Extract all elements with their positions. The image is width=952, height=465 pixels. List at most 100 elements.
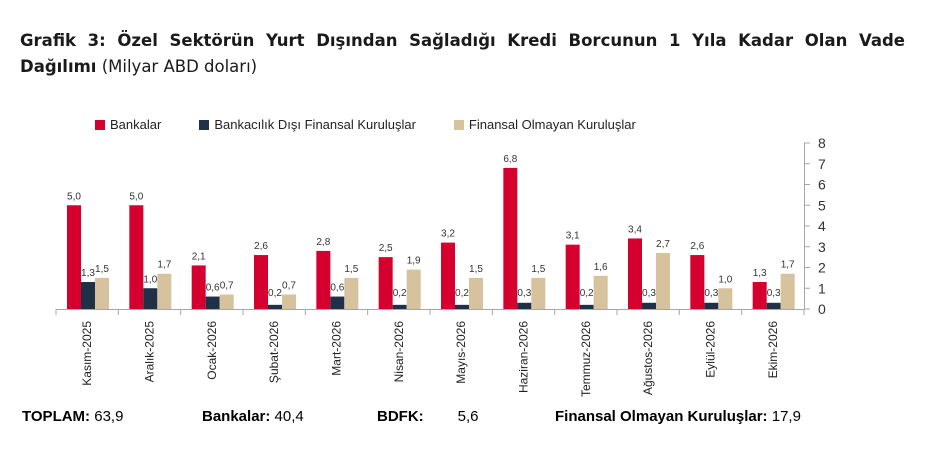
bar-value-label: 2,1 xyxy=(192,251,206,262)
bar-finansal-olmayan xyxy=(531,277,546,309)
legend-swatch xyxy=(453,119,464,130)
bar-value-label: 1,3 xyxy=(81,268,95,279)
bar-value-label: 1,5 xyxy=(95,264,109,275)
bar-finansal-olmayan xyxy=(219,294,234,309)
bar-value-label: 0,3 xyxy=(517,288,531,299)
x-axis-category-label: Mart-2026 xyxy=(330,321,344,376)
y-axis-tick-label: 3 xyxy=(818,239,826,255)
bar-value-label: 1,7 xyxy=(157,260,171,271)
x-axis-category-label: Mayıs-2026 xyxy=(454,321,468,384)
bar-value-label: 5,0 xyxy=(67,191,81,202)
bar-finansal-olmayan xyxy=(157,273,172,309)
bar-bdfk xyxy=(143,288,158,309)
bar-bdfk xyxy=(205,296,220,309)
bar-bdfk xyxy=(766,302,781,309)
nonfinancial-value: 17,9 xyxy=(771,408,801,425)
x-axis-category-label: Haziran-2026 xyxy=(517,321,531,393)
total-value: 63,9 xyxy=(94,408,124,425)
legend-label: Bankalar xyxy=(110,117,162,132)
bar-value-label: 0,3 xyxy=(642,288,656,299)
x-axis-category-label: Nisan-2026 xyxy=(392,321,406,383)
bar-finansal-olmayan xyxy=(95,277,109,309)
nonfinancial-label: Finansal Olmayan Kuruluşlar: xyxy=(555,408,768,425)
chart-title-main: Grafik 3: Özel Sektörün Yurt Dışından Sa… xyxy=(20,31,905,76)
y-axis-tick-label: 0 xyxy=(818,301,826,317)
bdfk-label: BDFK: xyxy=(377,408,424,425)
x-axis-category-label: Temmuz-2026 xyxy=(579,321,593,397)
y-axis-tick-label: 8 xyxy=(818,135,826,151)
y-axis-tick-label: 4 xyxy=(818,218,826,234)
x-axis-category-label: Eylül-2026 xyxy=(704,321,718,378)
bar-value-label: 0,7 xyxy=(220,280,234,291)
bar-value-label: 1,5 xyxy=(344,264,358,275)
bar-finansal-olmayan xyxy=(406,269,421,309)
bar-bankalar xyxy=(441,242,455,309)
legend-item: Bankacılık Dışı Finansal Kuruluşlar xyxy=(199,117,416,132)
legend-label: Bankacılık Dışı Finansal Kuruluşlar xyxy=(214,117,416,132)
bar-value-label: 6,8 xyxy=(503,154,517,165)
banks-label: Bankalar: xyxy=(202,408,271,425)
bar-bankalar xyxy=(565,244,580,309)
bar-value-label: 2,5 xyxy=(379,243,393,254)
banks-value: 40,4 xyxy=(274,408,304,425)
chart-title: Grafik 3: Özel Sektörün Yurt Dışından Sa… xyxy=(20,28,905,80)
legend-swatch xyxy=(95,119,105,130)
bar-value-label: 0,6 xyxy=(330,283,344,294)
bar-bankalar xyxy=(378,257,393,309)
bar-value-label: 1,0 xyxy=(143,274,157,285)
bar-value-label: 3,2 xyxy=(441,229,455,240)
bar-value-label: 5,0 xyxy=(129,191,143,202)
bar-bankalar xyxy=(752,282,767,309)
bar-bankalar xyxy=(628,238,642,309)
bar-value-label: 1,3 xyxy=(753,268,767,279)
bar-bankalar xyxy=(67,205,81,309)
bar-value-label: 0,2 xyxy=(580,288,594,299)
x-axis-category-label: Ağustos-2026 xyxy=(641,321,655,395)
bar-bdfk xyxy=(704,302,719,309)
bar-bdfk xyxy=(392,304,407,309)
bar-value-label: 0,6 xyxy=(206,283,220,294)
bar-finansal-olmayan xyxy=(469,277,483,309)
x-axis-category-label: Şubat-2026 xyxy=(267,321,281,383)
bar-bdfk xyxy=(455,304,469,309)
bar-bankalar xyxy=(503,167,518,309)
x-axis-category-label: Kasım-2025 xyxy=(80,321,94,386)
bar-bankalar xyxy=(690,255,705,309)
bar-value-label: 1,0 xyxy=(718,274,732,285)
bar-value-label: 1,7 xyxy=(781,260,795,271)
bar-value-label: 2,6 xyxy=(690,241,704,252)
bar-bdfk xyxy=(330,296,345,309)
bar-value-label: 1,9 xyxy=(407,256,421,267)
x-axis-category-label: Ekim-2026 xyxy=(766,321,780,379)
bar-bdfk xyxy=(268,304,282,309)
bar-bankalar xyxy=(316,250,331,309)
y-axis-tick-label: 6 xyxy=(818,177,826,193)
bar-finansal-olmayan xyxy=(282,294,296,309)
bar-value-label: 2,6 xyxy=(254,241,268,252)
y-axis-tick-label: 2 xyxy=(818,260,826,276)
bar-value-label: 1,5 xyxy=(531,264,545,275)
legend-label: Finansal Olmayan Kuruluşlar xyxy=(468,117,636,132)
bar-bankalar xyxy=(254,255,268,309)
chart-title-unit: (Milyar ABD doları) xyxy=(101,57,258,76)
bar-finansal-olmayan xyxy=(780,273,795,309)
bar-bdfk xyxy=(81,282,95,309)
bar-bankalar xyxy=(129,205,144,309)
y-axis-tick-label: 7 xyxy=(818,156,826,172)
bar-value-label: 0,2 xyxy=(393,288,407,299)
bar-bdfk xyxy=(517,302,532,309)
bar-value-label: 1,5 xyxy=(469,264,483,275)
bar-value-label: 1,6 xyxy=(594,262,608,273)
x-axis-category-label: Aralık-2025 xyxy=(143,321,157,383)
bar-value-label: 2,7 xyxy=(656,239,670,250)
total-label: TOPLAM: xyxy=(22,408,91,425)
bar-value-label: 0,2 xyxy=(268,288,282,299)
legend-item: Finansal Olmayan Kuruluşlar xyxy=(453,117,636,132)
bar-finansal-olmayan xyxy=(718,288,733,309)
bar-bdfk xyxy=(579,304,594,309)
bar-finansal-olmayan xyxy=(593,275,608,309)
bar-value-label: 3,1 xyxy=(566,231,580,242)
bar-value-label: 0,7 xyxy=(282,280,296,291)
bar-value-label: 0,3 xyxy=(767,288,781,299)
